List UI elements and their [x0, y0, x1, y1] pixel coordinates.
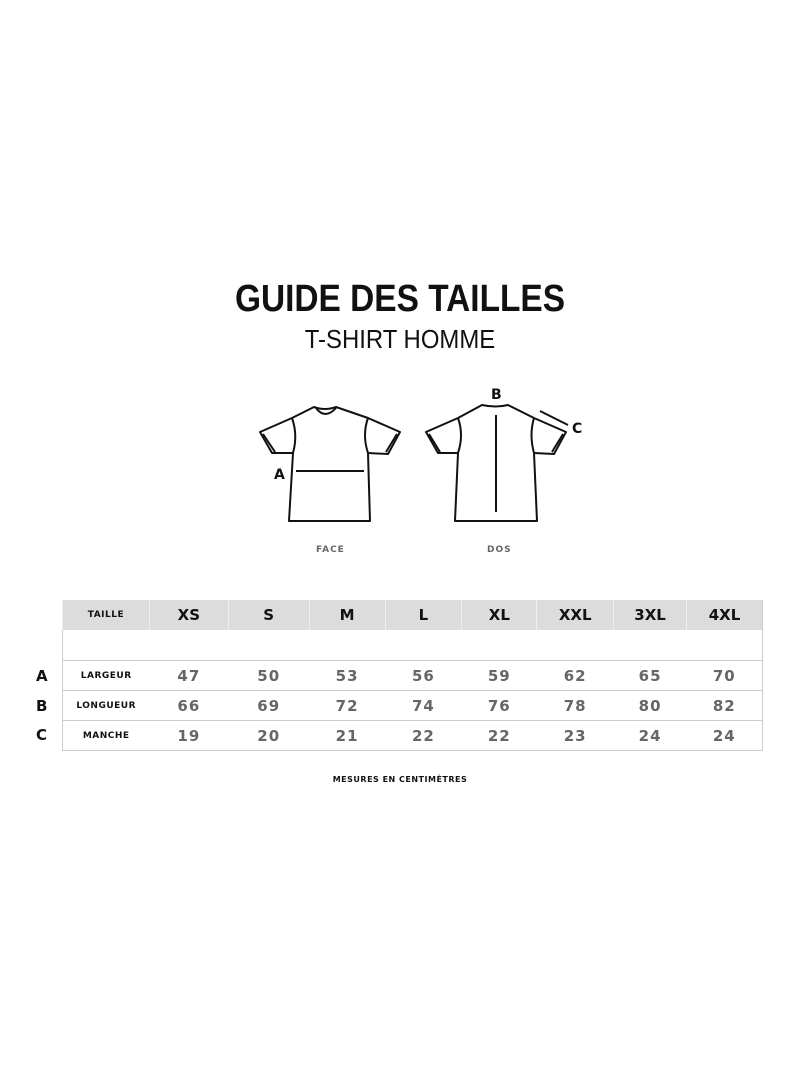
- spacer-row: [62, 630, 763, 661]
- page-title: GUIDE DES TAILLES: [234, 278, 566, 320]
- size-header: XS: [148, 600, 229, 630]
- tshirt-front-icon: [259, 406, 401, 522]
- measure-label: MANCHE: [62, 720, 150, 751]
- size-header: 4XL: [686, 600, 763, 630]
- measure-label: LARGEUR: [62, 660, 150, 691]
- measure-value: 23: [536, 720, 614, 751]
- marker-b: B: [491, 387, 502, 403]
- measure-value: 74: [385, 690, 462, 721]
- measure-value: 53: [309, 660, 386, 691]
- tshirt-back-icon: [425, 404, 569, 522]
- measure-value: 62: [536, 660, 614, 691]
- measure-value: 22: [461, 720, 537, 751]
- measure-value: 24: [613, 720, 687, 751]
- measure-value: 20: [228, 720, 310, 751]
- size-table: TAILLE XS S M L XL XXL 3XL 4XL LARGEUR 47…: [62, 600, 763, 751]
- measure-value: 65: [613, 660, 687, 691]
- measure-value: 50: [228, 660, 310, 691]
- size-header: S: [227, 600, 310, 630]
- size-header: L: [384, 600, 462, 630]
- measure-value: 19: [149, 720, 229, 751]
- size-header: 3XL: [613, 600, 687, 630]
- size-header: M: [308, 600, 386, 630]
- marker-a: A: [274, 467, 285, 483]
- tshirt-diagram: A B C: [259, 387, 582, 522]
- header-taille: TAILLE: [62, 600, 150, 630]
- units-note: MESURES EN CENTIMÈTRES: [332, 775, 468, 784]
- measure-value: 22: [385, 720, 462, 751]
- measure-value: 80: [613, 690, 687, 721]
- measure-label: LONGUEUR: [62, 690, 150, 721]
- table-row: LONGUEUR 66 69 72 74 76 78 80 82: [62, 690, 763, 721]
- measure-value: 24: [686, 720, 763, 751]
- table-header-row: TAILLE XS S M L XL XXL 3XL 4XL: [62, 600, 763, 630]
- measure-value: 70: [686, 660, 763, 691]
- marker-c: C: [572, 421, 582, 437]
- measure-value: 21: [309, 720, 386, 751]
- measure-value: 78: [536, 690, 614, 721]
- measure-value: 59: [461, 660, 537, 691]
- measure-value: 56: [385, 660, 462, 691]
- size-header: XXL: [536, 600, 614, 630]
- back-label: DOS: [487, 545, 512, 555]
- row-letter: B: [36, 696, 48, 715]
- measure-value: 82: [686, 690, 763, 721]
- measure-value: 66: [149, 690, 229, 721]
- size-header: XL: [461, 600, 537, 630]
- measure-value: 76: [461, 690, 537, 721]
- row-letter: A: [36, 667, 48, 685]
- table-row: MANCHE 19 20 21 22 22 23 24 24: [62, 720, 763, 751]
- row-letter: C: [36, 726, 48, 744]
- measure-value: 69: [228, 690, 310, 721]
- measure-value: 72: [309, 690, 386, 721]
- face-label: FACE: [316, 545, 345, 555]
- page-subtitle: T-SHIRT HOMME: [304, 324, 496, 354]
- measure-value: 47: [149, 660, 229, 691]
- table-row: LARGEUR 47 50 53 56 59 62 65 70: [62, 660, 763, 691]
